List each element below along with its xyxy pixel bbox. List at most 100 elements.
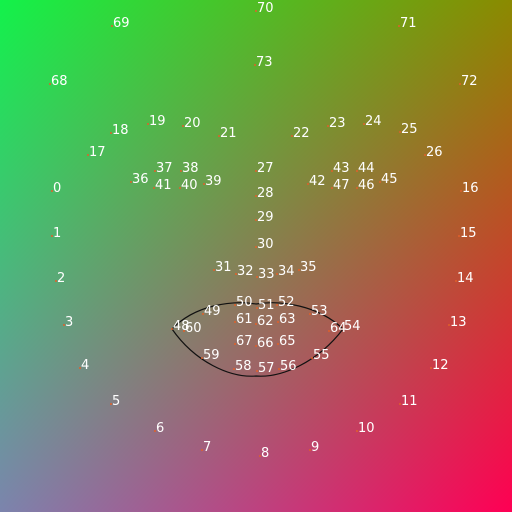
- landmark-label: 14: [457, 271, 474, 286]
- landmark-marker: [202, 313, 204, 315]
- landmark-marker: [356, 430, 358, 432]
- landmark-label: 22: [293, 126, 310, 141]
- landmark-label: 30: [257, 237, 274, 252]
- landmark-marker: [356, 170, 358, 172]
- landmark-marker: [448, 324, 450, 326]
- landmark-label: 70: [257, 1, 274, 16]
- landmark-label: 52: [278, 295, 295, 310]
- landmark-marker: [430, 367, 432, 369]
- landmark-label: 44: [358, 161, 375, 176]
- landmark-label: 5: [112, 394, 121, 409]
- landmark-marker: [276, 273, 278, 275]
- landmark-marker: [342, 328, 344, 330]
- landmark-marker: [399, 131, 401, 133]
- landmark-marker: [79, 367, 81, 369]
- landmark-label: 38: [182, 161, 199, 176]
- landmark-marker: [256, 276, 258, 278]
- landmark-marker: [182, 125, 184, 127]
- landmark-label: 43: [333, 161, 350, 176]
- landmark-label: 51: [258, 298, 275, 313]
- landmark-marker: [327, 125, 329, 127]
- landmark-label: 41: [155, 178, 172, 193]
- landmark-marker: [356, 187, 358, 189]
- landmark-label: 39: [205, 174, 222, 189]
- landmark-label: 10: [358, 421, 375, 436]
- landmark-marker: [235, 273, 237, 275]
- landmark-label: 57: [258, 361, 275, 376]
- landmark-marker: [110, 403, 112, 405]
- landmark-label: 55: [313, 348, 330, 363]
- landmark-label: 72: [461, 74, 478, 89]
- landmark-label: 32: [237, 264, 254, 279]
- landmark-marker: [110, 132, 112, 134]
- landmark-label: 25: [401, 122, 418, 137]
- landmark-label: 31: [215, 260, 232, 275]
- landmark-marker: [254, 64, 256, 66]
- landmark-label: 21: [220, 126, 237, 141]
- landmark-label: 47: [333, 178, 350, 193]
- landmark-label: 27: [257, 161, 274, 176]
- landmark-marker: [213, 269, 215, 271]
- landmark-label: 46: [358, 178, 375, 193]
- landmark-marker: [51, 235, 53, 237]
- landmark-label: 56: [280, 359, 297, 374]
- landmark-label: 58: [235, 359, 252, 374]
- landmark-marker: [309, 449, 311, 451]
- landmark-label: 67: [236, 334, 253, 349]
- landmark-marker: [331, 170, 333, 172]
- landmark-label: 34: [278, 264, 295, 279]
- landmark-marker: [259, 455, 261, 457]
- landmark-label: 71: [400, 16, 417, 31]
- landmark-label: 73: [256, 55, 273, 70]
- landmark-marker: [49, 83, 51, 85]
- landmark-label: 50: [236, 295, 253, 310]
- landmark-marker: [298, 269, 300, 271]
- landmark-label: 45: [381, 172, 398, 187]
- landmark-label: 26: [426, 145, 443, 160]
- landmark-label: 60: [185, 321, 202, 336]
- landmark-marker: [455, 280, 457, 282]
- landmark-marker: [255, 195, 257, 197]
- landmark-marker: [460, 190, 462, 192]
- landmark-marker: [55, 280, 57, 282]
- landmark-marker: [255, 170, 257, 172]
- landmark-marker: [234, 343, 236, 345]
- landmark-marker: [171, 328, 173, 330]
- landmark-label: 35: [300, 260, 317, 275]
- landmark-marker: [276, 304, 278, 306]
- landmark-label: 23: [329, 116, 346, 131]
- landmark-marker: [424, 154, 426, 156]
- landmark-label: 64: [330, 321, 347, 336]
- landmark-label: 12: [432, 358, 449, 373]
- landmark-label: 3: [65, 315, 74, 330]
- landmark-label: 18: [112, 123, 129, 138]
- landmark-label: 54: [344, 319, 361, 334]
- landmark-label: 11: [401, 394, 418, 409]
- landmark-label: 33: [258, 267, 275, 282]
- landmark-label: 7: [203, 440, 212, 455]
- landmark-marker: [278, 368, 280, 370]
- landmark-marker: [130, 181, 132, 183]
- landmark-marker: [399, 403, 401, 405]
- landmark-marker: [63, 324, 65, 326]
- landmark-label: 40: [181, 178, 198, 193]
- landmark-label: 66: [257, 336, 274, 351]
- landmark-label: 49: [204, 304, 221, 319]
- landmark-marker: [291, 135, 293, 137]
- landmark-label: 8: [261, 446, 270, 461]
- landmark-label: 29: [257, 210, 274, 225]
- landmark-label: 15: [460, 226, 477, 241]
- landmark-marker: [255, 345, 257, 347]
- landmark-marker: [233, 368, 235, 370]
- landmark-label: 2: [57, 271, 66, 286]
- landmark-marker: [277, 321, 279, 323]
- landmark-marker: [234, 321, 236, 323]
- landmark-marker: [180, 170, 182, 172]
- landmark-label: 53: [311, 304, 328, 319]
- landmark-label: 4: [81, 358, 90, 373]
- landmark-label: 1: [53, 226, 62, 241]
- landmark-marker: [256, 307, 258, 309]
- landmark-marker: [255, 10, 257, 12]
